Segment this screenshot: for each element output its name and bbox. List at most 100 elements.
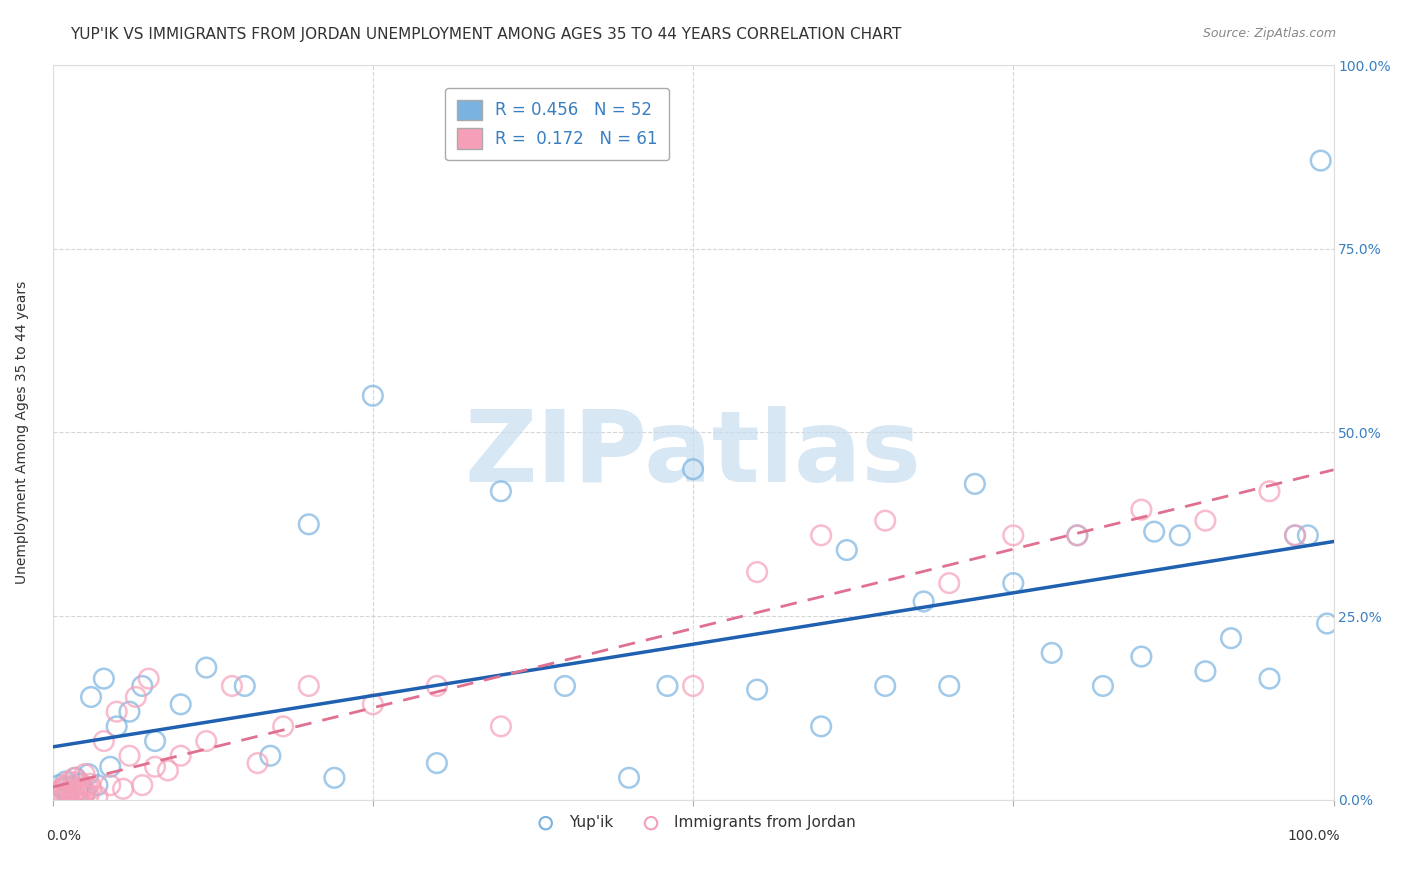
Point <box>118 705 141 719</box>
Point <box>86 778 108 792</box>
Point <box>51 781 73 796</box>
Point <box>810 719 832 733</box>
Point <box>55 774 77 789</box>
Point <box>1316 616 1339 631</box>
Point <box>60 780 83 794</box>
Point <box>56 789 79 804</box>
Point <box>80 690 103 704</box>
Point <box>912 594 935 608</box>
Point <box>52 790 75 805</box>
Point <box>105 705 128 719</box>
Point <box>79 777 101 791</box>
Point <box>118 748 141 763</box>
Point <box>93 672 115 686</box>
Point <box>70 778 93 792</box>
Point <box>1040 646 1063 660</box>
Point <box>143 734 166 748</box>
Point <box>875 514 897 528</box>
Point <box>105 719 128 733</box>
Point <box>69 785 91 799</box>
Point <box>69 777 91 791</box>
Point <box>65 784 87 798</box>
Point <box>745 565 768 579</box>
Legend: Yup'ik, Immigrants from Jordan: Yup'ik, Immigrants from Jordan <box>524 809 862 837</box>
Point <box>59 785 82 799</box>
Point <box>75 784 97 798</box>
Point <box>69 781 91 796</box>
Point <box>1143 524 1166 539</box>
Point <box>298 517 321 532</box>
Point <box>156 764 179 778</box>
Point <box>1066 528 1088 542</box>
Point <box>1194 514 1216 528</box>
Y-axis label: Unemployment Among Ages 35 to 44 years: Unemployment Among Ages 35 to 44 years <box>15 281 30 584</box>
Point <box>1258 484 1281 499</box>
Point <box>125 690 148 704</box>
Point <box>426 756 449 771</box>
Point <box>1130 502 1153 516</box>
Point <box>42 789 65 804</box>
Point <box>1091 679 1114 693</box>
Point <box>170 698 193 712</box>
Point <box>77 789 100 803</box>
Point <box>80 781 103 796</box>
Point <box>426 679 449 693</box>
Point <box>143 760 166 774</box>
Point <box>298 679 321 693</box>
Point <box>1002 576 1025 591</box>
Point <box>745 682 768 697</box>
Point <box>73 787 96 801</box>
Point <box>98 778 121 792</box>
Point <box>361 698 384 712</box>
Point <box>170 748 193 763</box>
Text: Source: ZipAtlas.com: Source: ZipAtlas.com <box>1202 27 1336 40</box>
Point <box>233 679 256 693</box>
Point <box>1296 528 1319 542</box>
Point <box>55 778 77 792</box>
Point <box>46 789 69 804</box>
Point <box>195 734 218 748</box>
Point <box>1284 528 1306 542</box>
Text: 0.0%: 0.0% <box>46 830 82 843</box>
Text: 100.0%: 100.0% <box>1288 830 1340 843</box>
Point <box>835 543 858 558</box>
Point <box>58 774 80 789</box>
Point <box>131 778 153 792</box>
Point <box>60 781 83 796</box>
Point <box>67 784 90 798</box>
Point <box>49 789 72 803</box>
Point <box>554 679 576 693</box>
Point <box>112 781 135 796</box>
Point <box>1168 528 1191 542</box>
Point <box>1066 528 1088 542</box>
Point <box>271 719 294 733</box>
Point <box>1002 528 1025 542</box>
Point <box>1220 631 1243 645</box>
Point <box>76 780 98 794</box>
Point <box>938 576 960 591</box>
Point <box>657 679 679 693</box>
Point <box>489 719 512 733</box>
Point <box>65 771 87 785</box>
Point <box>131 679 153 693</box>
Point <box>195 660 218 674</box>
Point <box>73 767 96 781</box>
Point <box>53 780 76 794</box>
Point <box>45 785 67 799</box>
Point <box>323 771 346 785</box>
Point <box>259 748 281 763</box>
Point <box>1284 528 1306 542</box>
Point <box>56 785 79 799</box>
Point <box>55 788 77 802</box>
Point <box>77 767 100 781</box>
Point <box>48 784 70 798</box>
Text: ZIPatlas: ZIPatlas <box>464 406 921 503</box>
Point <box>138 672 160 686</box>
Point <box>52 781 75 796</box>
Point <box>682 462 704 476</box>
Point <box>875 679 897 693</box>
Point <box>66 789 89 804</box>
Point <box>963 476 986 491</box>
Point <box>67 774 90 789</box>
Point <box>62 787 84 801</box>
